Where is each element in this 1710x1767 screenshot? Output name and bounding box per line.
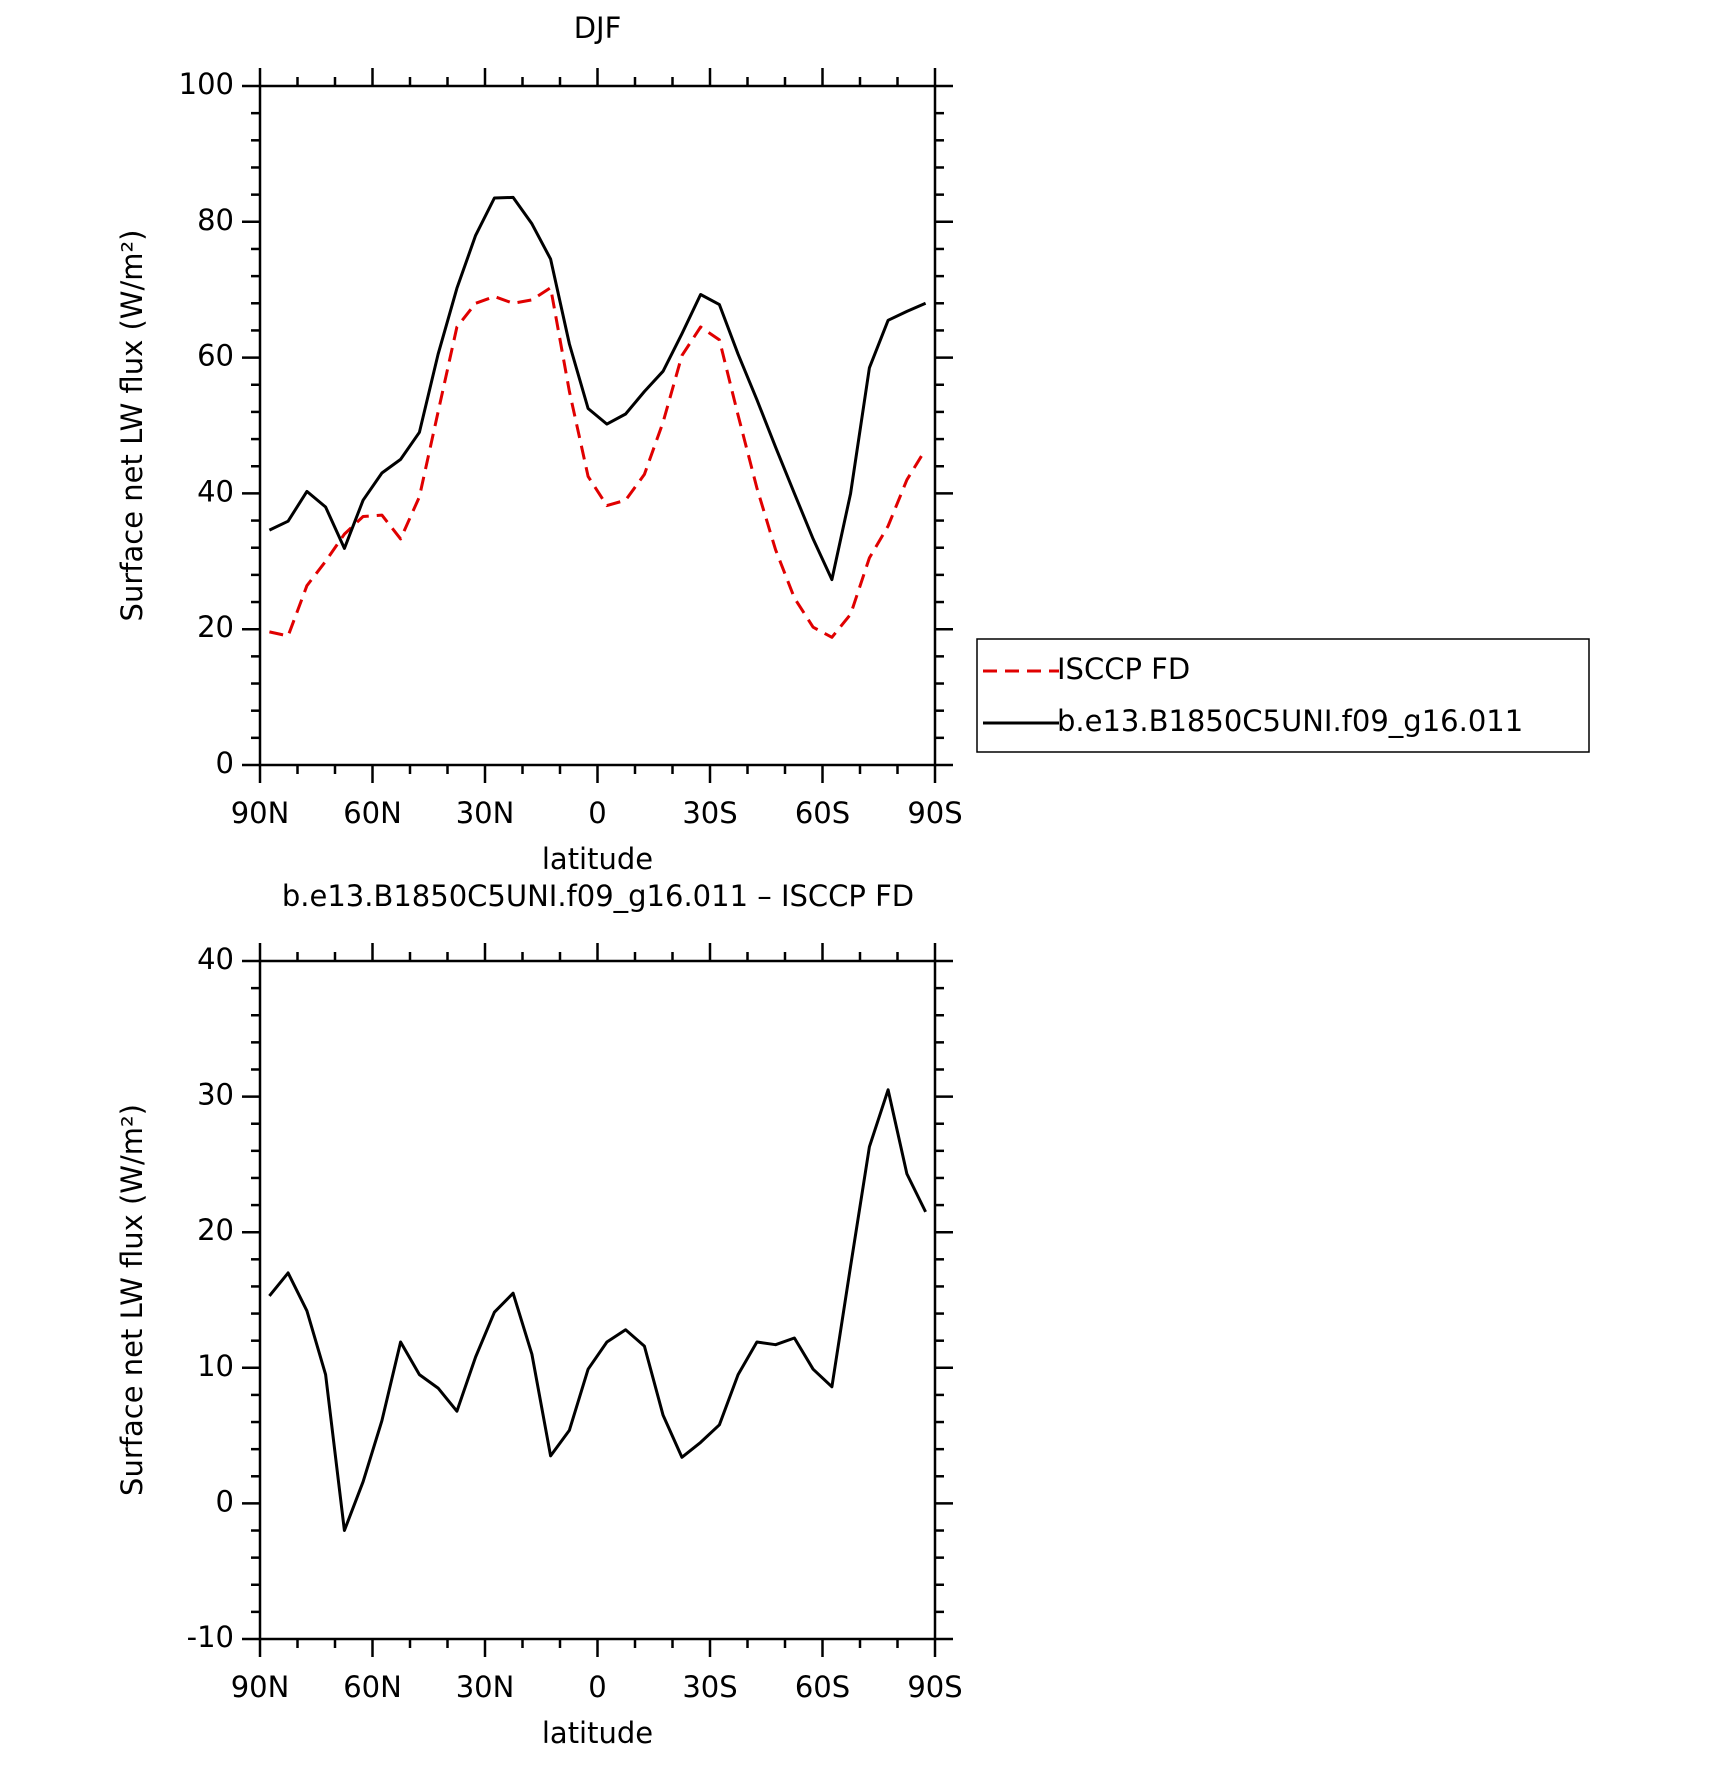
- plot-frame: [258, 959, 937, 1641]
- x-tick-label: 60N: [343, 1670, 402, 1704]
- legend-box: [976, 638, 1590, 753]
- x-tick-label: 0: [588, 796, 606, 830]
- y-tick-label: 20: [197, 1213, 234, 1247]
- y-tick-label: 100: [179, 67, 234, 101]
- y-tick-label: -10: [187, 1620, 234, 1654]
- data-line: [269, 286, 927, 639]
- y-tick-label: 80: [197, 203, 234, 237]
- x-tick-label: 0: [588, 1670, 606, 1704]
- data-line: [268, 195, 927, 582]
- x-tick-label: 60S: [795, 796, 850, 830]
- y-tick-label: 40: [197, 474, 234, 508]
- x-tick-label: 60N: [343, 796, 402, 830]
- chart-title: b.e13.B1850C5UNI.f09_g16.011 – ISCCP FD: [282, 879, 914, 913]
- x-tick-label: 90S: [907, 796, 962, 830]
- plot-frame: [258, 84, 937, 767]
- x-axis-label: latitude: [542, 842, 653, 876]
- x-axis-label: latitude: [542, 1716, 653, 1750]
- x-tick-label: 30N: [456, 796, 515, 830]
- y-tick-label: 20: [197, 610, 234, 644]
- y-axis-label: Surface net LW flux (W/m²): [115, 230, 149, 622]
- x-tick-label: 90N: [231, 796, 290, 830]
- legend-label: b.e13.B1850C5UNI.f09_g16.011: [1057, 704, 1523, 738]
- y-tick-label: 0: [216, 746, 234, 780]
- y-tick-label: 60: [197, 339, 234, 373]
- x-tick-label: 90N: [231, 1670, 290, 1704]
- chart-title: DJF: [574, 11, 622, 45]
- x-tick-label: 30N: [456, 1670, 515, 1704]
- x-tick-label: 60S: [795, 1670, 850, 1704]
- x-tick-label: 30S: [682, 1670, 737, 1704]
- y-axis-label: Surface net LW flux (W/m²): [115, 1104, 149, 1496]
- x-tick-label: 30S: [682, 796, 737, 830]
- y-tick-label: 30: [197, 1078, 234, 1112]
- y-tick-label: 10: [197, 1349, 234, 1383]
- y-tick-label: 40: [197, 942, 234, 976]
- data-line: [268, 1088, 927, 1532]
- x-tick-label: 90S: [907, 1670, 962, 1704]
- y-tick-label: 0: [216, 1484, 234, 1518]
- legend-label: ISCCP FD: [1057, 652, 1190, 686]
